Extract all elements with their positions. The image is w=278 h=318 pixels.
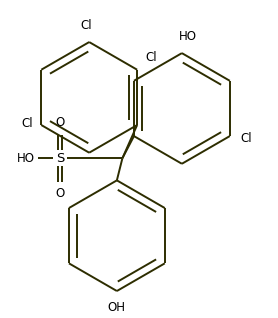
Text: Cl: Cl [241,132,252,145]
Text: HO: HO [17,152,34,165]
Text: Cl: Cl [145,51,157,64]
Text: Cl: Cl [21,117,33,130]
Text: S: S [56,152,64,165]
Text: OH: OH [108,301,126,314]
Text: O: O [56,187,65,200]
Text: Cl: Cl [81,19,92,32]
Text: HO: HO [178,31,196,44]
Text: O: O [56,116,65,129]
